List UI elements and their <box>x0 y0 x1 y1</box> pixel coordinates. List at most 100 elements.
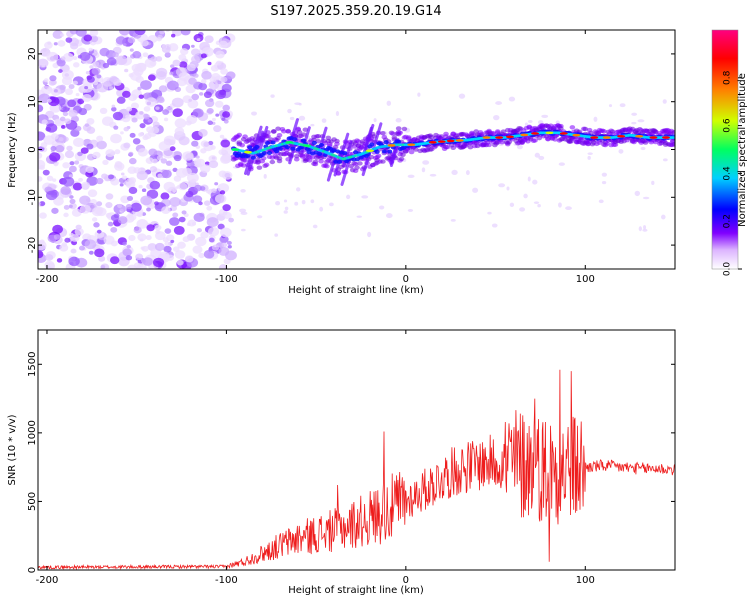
noise-blob <box>190 48 200 56</box>
noise-blob <box>213 125 222 133</box>
noise-blob <box>172 167 178 173</box>
noise-blob <box>58 69 63 73</box>
noise-blob <box>180 30 191 36</box>
noise-blob <box>69 198 76 204</box>
chart-title: S197.2025.359.20.19.G14 <box>270 4 441 19</box>
noise-blob <box>73 137 85 148</box>
noise-blob <box>283 210 288 214</box>
noise-blob <box>137 233 147 242</box>
ridge-halo <box>302 127 309 132</box>
noise-blob <box>82 93 92 102</box>
y-tick-label: 10 <box>27 95 38 108</box>
noise-blob <box>127 37 136 44</box>
noise-blob <box>137 148 149 157</box>
noise-blob <box>65 37 73 43</box>
noise-blob <box>77 151 83 157</box>
noise-blob <box>587 152 593 156</box>
noise-blob <box>407 174 415 178</box>
noise-blob <box>220 153 233 164</box>
noise-blob <box>206 205 213 211</box>
noise-blob <box>207 61 212 66</box>
noise-blob <box>177 241 186 249</box>
noise-blob <box>220 139 231 148</box>
ridge-halo <box>444 144 451 150</box>
noise-blob <box>523 193 528 199</box>
noise-blob <box>77 98 85 105</box>
noise-blob <box>215 113 220 117</box>
noise-blob <box>38 240 47 251</box>
noise-blob <box>379 205 385 210</box>
noise-blob <box>284 206 289 211</box>
noise-blob <box>195 158 206 167</box>
ridge-band <box>250 155 256 160</box>
colorbar-label: Normalized spectral amplitude <box>737 73 748 227</box>
noise-blob <box>69 195 74 199</box>
noise-blob <box>83 34 92 42</box>
colorbar: 0.0 0.2 0.4 0.6 0.8 Normalized spectral ampl… <box>711 29 748 276</box>
ridge-halo <box>269 159 276 165</box>
noise-blob <box>79 195 91 205</box>
noise-blob <box>642 228 648 232</box>
ridge-halo <box>467 144 474 150</box>
ridge-halo <box>293 153 300 159</box>
x-tick-label: 100 <box>576 575 595 586</box>
ridge-halo <box>395 126 402 131</box>
noise-blob <box>90 204 95 209</box>
ridge-halo <box>270 129 277 134</box>
noise-blob <box>162 148 175 159</box>
noise-blob <box>565 206 572 210</box>
y-tick-label: -20 <box>27 237 38 253</box>
noise-blob <box>222 204 231 212</box>
noise-blob <box>126 244 131 249</box>
noise-blob <box>222 111 231 118</box>
noise-blob <box>96 135 104 142</box>
noise-blob <box>122 241 127 246</box>
ridge-peak <box>602 136 611 139</box>
ridge-halo <box>352 161 359 167</box>
noise-blob <box>147 74 156 81</box>
noise-blob <box>155 56 163 62</box>
noise-blob <box>191 140 199 147</box>
noise-blob <box>147 119 153 123</box>
ridge-band <box>247 145 253 150</box>
ridge-halo <box>296 130 303 135</box>
noise-blob <box>38 250 44 259</box>
noise-blob <box>53 89 58 93</box>
noise-blob <box>493 114 500 121</box>
ridge-halo <box>357 161 363 166</box>
noise-blob <box>143 106 151 112</box>
noise-blob <box>134 30 146 36</box>
noise-blob <box>60 186 71 195</box>
noise-blob <box>172 212 179 218</box>
noise-blob <box>136 219 149 229</box>
noise-blob <box>386 100 392 106</box>
ridge-peak <box>243 150 252 154</box>
ridge-halo <box>306 158 313 163</box>
ridge-peak <box>365 149 374 152</box>
ridge-halo <box>301 132 307 137</box>
ridge-band <box>317 151 323 156</box>
ridge-halo <box>263 162 270 168</box>
noise-blob <box>85 70 90 75</box>
ridge-peak <box>505 135 514 139</box>
noise-blob <box>110 226 118 233</box>
noise-blob <box>532 179 538 185</box>
noise-blob <box>100 264 106 269</box>
noise-blob <box>163 135 176 146</box>
ridge-halo <box>380 159 386 164</box>
ridge-band <box>270 140 276 145</box>
noise-blob <box>47 86 53 92</box>
noise-blob <box>168 43 179 52</box>
noise-blob <box>84 123 90 127</box>
noise-blob <box>49 152 61 162</box>
noise-blob <box>274 233 279 237</box>
noise-blob <box>69 204 73 208</box>
noise-blob <box>128 73 134 78</box>
noise-blob <box>538 155 545 161</box>
noise-blob <box>59 33 65 37</box>
ridge-band <box>322 152 328 157</box>
colorbar-gradient <box>712 30 738 269</box>
noise-blob <box>92 151 101 159</box>
